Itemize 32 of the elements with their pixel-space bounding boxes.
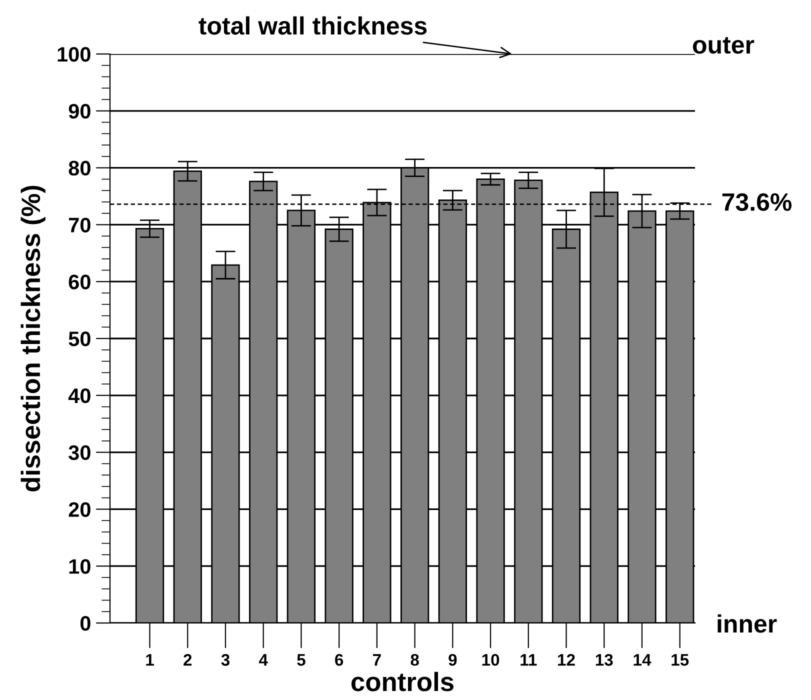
x-axis-title: controls xyxy=(351,672,454,692)
y-tick-label: 50 xyxy=(68,332,90,346)
x-tick-label: 3 xyxy=(221,654,230,666)
x-tick-label: 10 xyxy=(482,654,500,666)
x-tick-label: 15 xyxy=(672,654,689,666)
y-tick-label: 100 xyxy=(58,47,90,62)
text: inner xyxy=(718,614,777,633)
x-tick-label: 6 xyxy=(335,654,344,666)
x-tick-label: 5 xyxy=(297,654,306,666)
x-tick-label: 9 xyxy=(448,654,457,666)
y-tick-label: 70 xyxy=(68,218,90,232)
x-tick-label: 12 xyxy=(558,654,575,666)
y-axis-title: dissection thickness (%) xyxy=(20,186,46,492)
x-tick-label: 14 xyxy=(634,654,652,666)
y-tick-label: 20 xyxy=(68,502,90,517)
y-tick-label: 60 xyxy=(68,274,90,290)
x-tick-label: 2 xyxy=(184,654,192,666)
y-tick-label: 10 xyxy=(69,559,90,574)
y-tick-label: 40 xyxy=(68,388,90,404)
x-tick-label: 1 xyxy=(146,654,154,666)
y-tick-label: 90 xyxy=(68,104,90,119)
x-tick-label: 8 xyxy=(410,654,419,666)
x-tick-label: 4 xyxy=(258,654,268,666)
x-tick-label: 13 xyxy=(596,654,613,666)
y-tick-label: 30 xyxy=(68,445,90,460)
text: outer xyxy=(692,37,754,54)
y-tick-label: 80 xyxy=(68,160,90,176)
text: total wall thickness xyxy=(198,16,427,35)
y-tick-label: 0 xyxy=(80,616,90,631)
x-tick-label: 11 xyxy=(520,654,537,666)
x-tick-label: 7 xyxy=(373,654,381,666)
ref-line-label: 73.6% xyxy=(722,193,792,211)
